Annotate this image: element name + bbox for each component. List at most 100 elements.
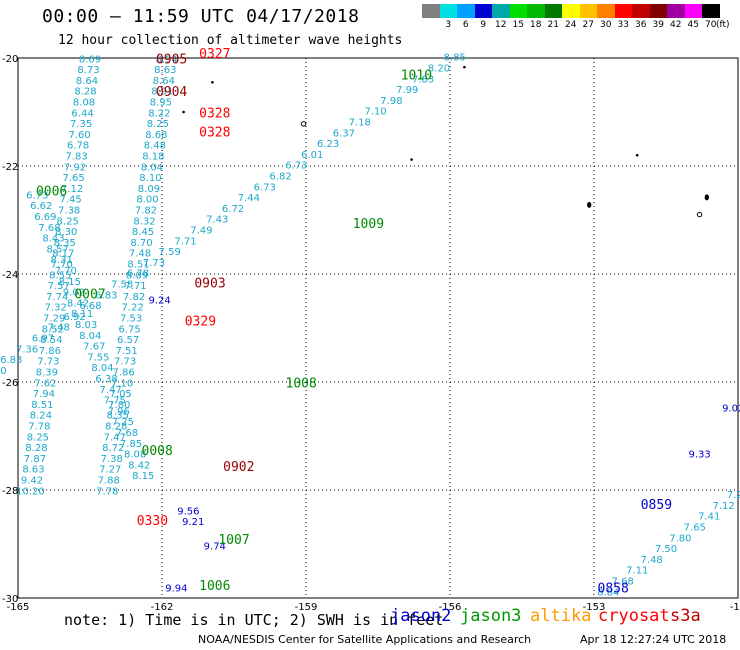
swh-value: 8.17 (52, 249, 74, 260)
swh-value: 8.25 (147, 119, 169, 130)
color-swatch-label: 3 (445, 20, 452, 30)
swh-value: 8.73 (77, 65, 99, 76)
color-swatch-box (597, 4, 615, 18)
pass-time-label: 0902 (223, 460, 254, 475)
swh-value: 7.67 (83, 342, 105, 353)
swh-value: 8.08 (124, 450, 146, 461)
legend-jason3: jason3 (460, 606, 522, 626)
swh-value: 6.01 (301, 150, 323, 161)
swh-value: 8.09 (138, 184, 160, 195)
pass-time-label: 0904 (156, 85, 187, 100)
swh-value: 8.35 (54, 238, 76, 249)
swh-value: 7.27 (99, 465, 121, 476)
swh-value: 7.60 (0, 366, 7, 377)
swh-value: 8.55 (49, 270, 71, 281)
legend-jason2: jason2 (390, 606, 452, 626)
pass-time-label: 0859 (641, 498, 672, 513)
swh-value: 7.62 (34, 378, 56, 389)
color-swatch-label: 18 (530, 20, 542, 30)
pass-time-label: 1007 (218, 533, 249, 548)
pass-time-label: 0328 (199, 106, 230, 121)
swh-value: 8.28 (25, 443, 47, 454)
swh-value: 8.00 (136, 195, 158, 206)
color-swatch-label: 42 (670, 20, 682, 30)
swh-value: 9.42 (21, 476, 43, 487)
pass-time-label: 0905 (156, 52, 187, 67)
lon-tick-label: -153 (583, 602, 606, 613)
color-swatch-box (702, 4, 720, 18)
swh-value: 7.36 (16, 344, 38, 355)
color-swatch-box (439, 4, 457, 18)
island-marker (410, 158, 413, 161)
swh-value: 7.48 (129, 249, 151, 260)
swh-value: 10.20 (16, 486, 45, 497)
swh-value: 7.65 (62, 173, 84, 184)
swh-value: 8.72 (102, 443, 124, 454)
lat-tick-label: -22 (2, 162, 18, 173)
swh-value: 6.78 (67, 141, 89, 152)
color-swatch-label: 70 (705, 20, 717, 30)
color-swatch: 39 (649, 4, 667, 30)
color-swatch-box (562, 4, 580, 18)
swh-value: 7.86 (113, 368, 135, 379)
swh-value: 8.64 (153, 76, 175, 87)
pass-time-label: 0007 (74, 287, 105, 302)
swh-value: 7.80 (108, 400, 130, 411)
swh-value: 7.83 (412, 74, 434, 85)
pass-time-label: 0329 (185, 314, 216, 329)
color-swatch-box (509, 4, 527, 18)
swh-value: 7.10 (364, 107, 386, 118)
color-swatch: 36 (632, 4, 650, 30)
swh-value: 7.92 (64, 162, 86, 173)
swh-value: 8.04 (141, 162, 163, 173)
island-marker (696, 211, 703, 218)
swh-value-highlight: 9.33 (688, 450, 710, 461)
pass-time-label: 1006 (199, 579, 230, 594)
swh-value: 8.04 (79, 331, 101, 342)
swh-value: 6.73 (26, 190, 48, 201)
color-swatch-box (649, 4, 667, 18)
swh-value: 7.32 (45, 303, 67, 314)
color-swatch-label: 45 (687, 20, 699, 30)
swh-value-highlight: 9.02 (722, 404, 740, 415)
swh-value: 7.25 (112, 417, 134, 428)
pass-time-label: 0903 (194, 277, 225, 292)
color-swatch: 6 (457, 4, 475, 30)
swh-value: 8.35 (107, 411, 129, 422)
color-swatch-box (474, 4, 492, 18)
swh-value: 7.85 (120, 439, 142, 450)
swh-value: 7.87 (24, 454, 46, 465)
color-swatch-label: 21 (547, 20, 559, 30)
swh-value: 8.42 (128, 460, 150, 471)
pass-time-label: 1009 (353, 217, 384, 232)
swh-value: 8.32 (133, 216, 155, 227)
swh-value: 6.37 (333, 128, 355, 139)
swh-value: 7.73 (114, 357, 136, 368)
color-swatch: 45 (684, 4, 702, 30)
swh-value: 9.02 (63, 288, 85, 299)
swh-value: 7.05 (110, 389, 132, 400)
color-swatch-label: 36 (635, 20, 647, 30)
swh-value: 7.59 (159, 247, 181, 258)
color-swatch: 70 (702, 4, 720, 30)
pass-time-label: 0858 (598, 582, 629, 597)
swh-value: 7.57 (48, 281, 70, 292)
lon-tick-label: -162 (151, 602, 174, 613)
island-marker (704, 194, 709, 201)
color-swatch: 27 (579, 4, 597, 30)
color-swatch-label: 27 (582, 20, 594, 30)
swh-value: 7.78 (96, 486, 118, 497)
swh-value: 7.49 (190, 226, 212, 237)
swh-value: 7.12 (61, 184, 83, 195)
swh-value: 7.29 (43, 314, 65, 325)
color-scale-unit: (ft) (716, 20, 730, 30)
swh-value: 7.74 (46, 292, 68, 303)
legend-cryosat: cryosat (598, 606, 670, 626)
swh-value: 7.50 (655, 544, 677, 555)
swh-value: 8.10 (139, 173, 161, 184)
pass-time-label: 1010 (401, 69, 432, 84)
swh-value: 7.68 (38, 223, 60, 234)
swh-value: 8.54 (156, 54, 178, 65)
swh-value: 7.88 (98, 476, 120, 487)
swh-value: 6.62 (30, 201, 52, 212)
